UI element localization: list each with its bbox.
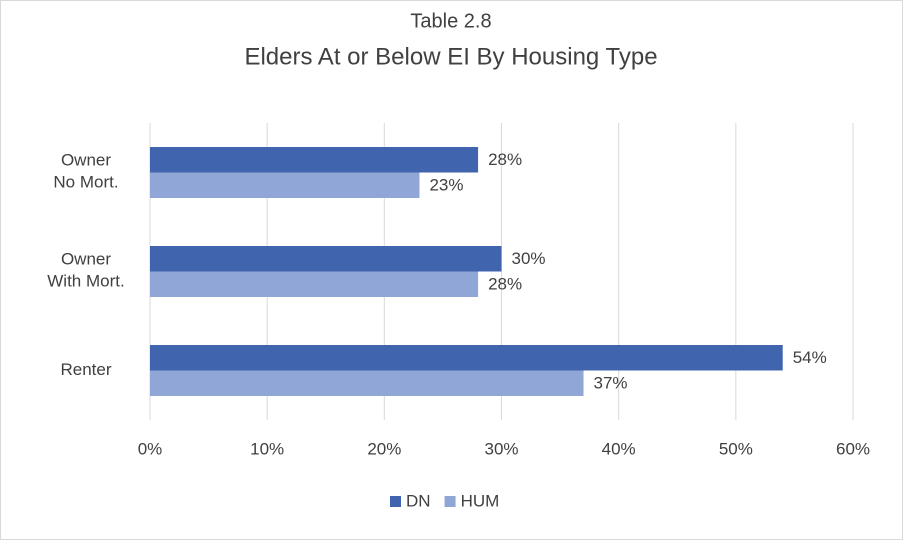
data-label: 28% — [488, 150, 522, 169]
legend-swatch — [444, 496, 456, 507]
y-tick-label: Renter — [60, 360, 111, 379]
chart-title: Table 2.8 — [410, 10, 491, 32]
legend-label: DN — [406, 491, 431, 510]
x-tick-label: 60% — [836, 439, 870, 458]
bar — [150, 345, 783, 371]
x-tick-label: 0% — [138, 439, 163, 458]
x-tick-label: 10% — [250, 439, 284, 458]
data-label: 23% — [429, 176, 463, 195]
x-tick-label: 20% — [367, 439, 401, 458]
y-tick-label: Owner No Mort. — [53, 151, 118, 192]
bar — [150, 147, 479, 173]
data-label: 37% — [594, 374, 628, 393]
bar — [150, 172, 420, 198]
legend-label: HUM — [461, 491, 500, 510]
bar — [150, 370, 584, 396]
x-tick-label: 50% — [719, 439, 753, 458]
data-label: 30% — [512, 249, 546, 268]
bar — [150, 271, 479, 297]
y-tick-label: Owner With Mort. — [47, 250, 124, 291]
legend-swatch — [390, 496, 401, 507]
data-label: 54% — [793, 348, 827, 367]
data-label: 28% — [488, 275, 522, 294]
x-tick-label: 40% — [602, 439, 636, 458]
bar — [150, 246, 502, 272]
x-tick-label: 30% — [484, 439, 518, 458]
chart-subtitle: Elders At or Below EI By Housing Type — [244, 43, 657, 70]
